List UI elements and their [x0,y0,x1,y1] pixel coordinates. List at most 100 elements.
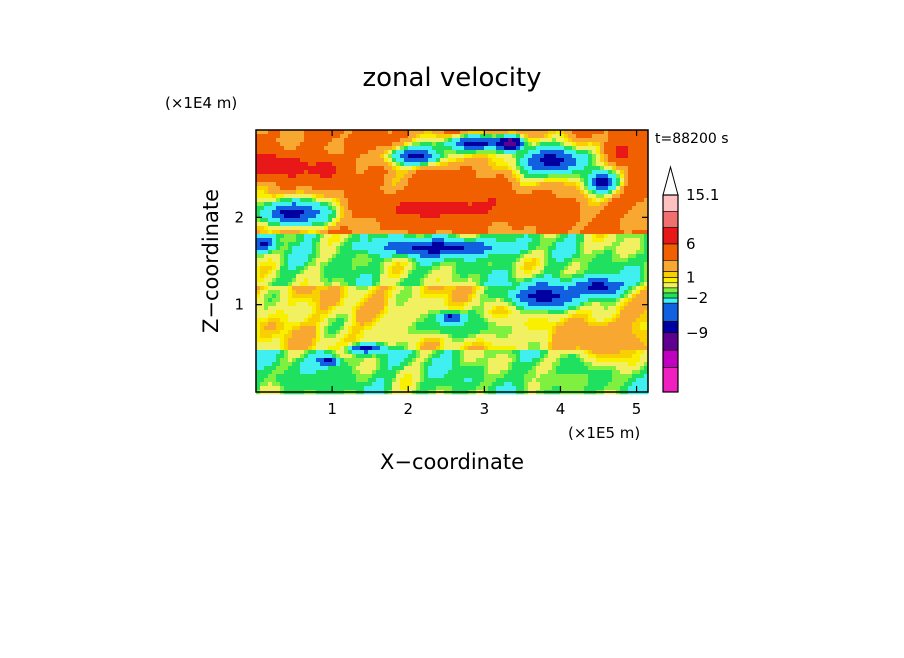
heatmap-cell [260,290,265,295]
heatmap-cell [264,258,269,263]
heatmap-cell [388,266,393,271]
heatmap-cell [536,154,541,159]
heatmap-cell [452,194,457,199]
heatmap-cell [564,218,569,223]
heatmap-cell [512,250,517,255]
heatmap-cell [584,330,589,335]
heatmap-cell [544,170,549,175]
heatmap-cell [604,286,609,291]
heatmap-cell [364,274,369,279]
heatmap-cell [440,310,445,315]
heatmap-cell [528,222,533,227]
heatmap-cell [476,274,481,279]
heatmap-cell [404,286,409,291]
heatmap-cell [332,154,337,159]
heatmap-cell [552,250,557,255]
heatmap-cell [308,190,313,195]
heatmap-cell [332,294,337,299]
heatmap-cell [344,254,349,259]
heatmap-cell [512,234,517,239]
heatmap-cell [612,190,617,195]
heatmap-cell [392,150,397,155]
heatmap-cell [260,314,265,319]
heatmap-cell [364,178,369,183]
heatmap-cell [268,250,273,255]
heatmap-cell [408,310,413,315]
heatmap-cell [612,194,617,199]
heatmap-cell [404,230,409,235]
heatmap-cell [272,170,277,175]
heatmap-cell [476,218,481,223]
heatmap-cell [352,174,357,179]
heatmap-cell [564,230,569,235]
heatmap-cell [644,150,649,155]
heatmap-cell [376,210,381,215]
heatmap-cell [588,170,593,175]
heatmap-cell [616,162,621,167]
heatmap-cell [548,202,553,207]
heatmap-cell [304,242,309,247]
heatmap-cell [304,158,309,163]
heatmap-cell [364,246,369,251]
heatmap-cell [388,138,393,143]
heatmap-cell [468,234,473,239]
heatmap-cell [320,234,325,239]
heatmap-cell [444,186,449,191]
heatmap-cell [352,290,357,295]
heatmap-cell [552,130,557,135]
heatmap-cell [436,314,441,319]
heatmap-cell [524,258,529,263]
heatmap-cell [324,186,329,191]
heatmap-cell [360,282,365,287]
heatmap-cell [628,158,633,163]
heatmap-cell [280,226,285,231]
heatmap-cell [276,238,281,243]
heatmap-cell [644,226,649,231]
heatmap-cell [408,162,413,167]
heatmap-cell [580,242,585,247]
heatmap-cell [384,214,389,219]
heatmap-cell [588,302,593,307]
heatmap-cell [620,262,625,267]
heatmap-cell [480,310,485,315]
heatmap-cell [464,286,469,291]
heatmap-cell [612,154,617,159]
heatmap-cell [384,218,389,223]
heatmap-cell [424,258,429,263]
heatmap-cell [256,134,261,139]
heatmap-cell [488,238,493,243]
heatmap-cell [436,262,441,267]
heatmap-cell [528,158,533,163]
heatmap-cell [448,142,453,147]
heatmap-cell [344,190,349,195]
heatmap-cell [272,274,277,279]
heatmap-cell [380,162,385,167]
heatmap-cell [488,190,493,195]
heatmap-cell [360,142,365,147]
heatmap-cell [440,226,445,231]
heatmap-cell [296,190,301,195]
heatmap-cell [332,142,337,147]
heatmap-cell [552,186,557,191]
heatmap-cell [420,254,425,259]
heatmap-cell [492,302,497,307]
heatmap-cell [352,166,357,171]
heatmap-cell [332,194,337,199]
heatmap-cell [552,170,557,175]
heatmap-cell [504,298,509,303]
heatmap-cell [476,134,481,139]
heatmap-cell [604,174,609,179]
heatmap-cell [592,270,597,275]
heatmap-cell [424,174,429,179]
heatmap-cell [504,318,509,323]
heatmap-cell [284,322,289,327]
heatmap-cell [420,326,425,331]
heatmap-cell [356,178,361,183]
heatmap-cell [472,278,477,283]
heatmap-cell [364,314,369,319]
heatmap-cell [612,130,617,135]
heatmap-cell [428,290,433,295]
heatmap-cell [616,222,621,227]
heatmap-cell [620,130,625,135]
heatmap-cell [592,318,597,323]
